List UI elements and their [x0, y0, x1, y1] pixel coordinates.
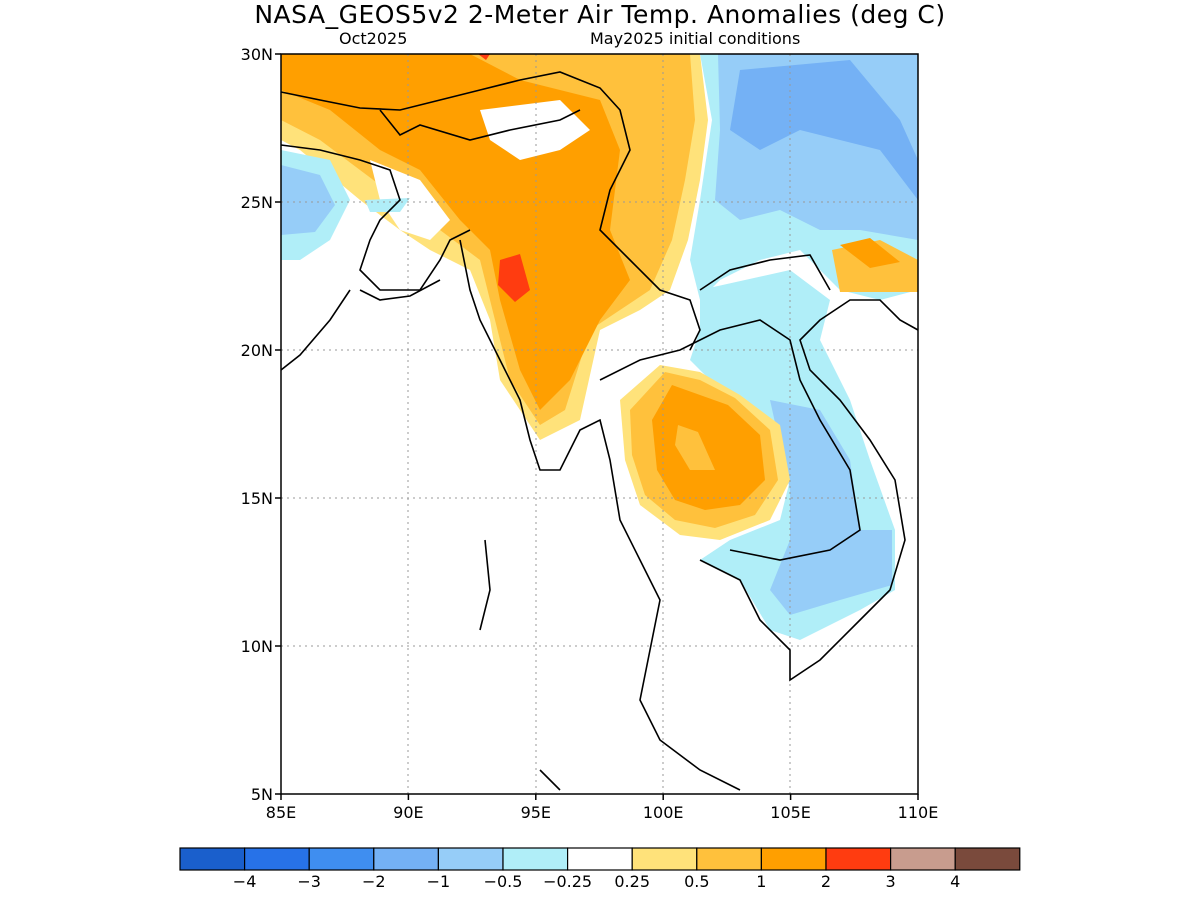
lon-tick-label: 95E: [521, 803, 551, 822]
colorbar-swatch: [889, 847, 956, 871]
lat-tick-label: 5N: [251, 785, 273, 804]
colorbar-swatch: [308, 847, 375, 871]
colorbar-swatch: [566, 847, 633, 871]
anomaly-field: [281, 54, 918, 640]
colorbar-swatch: [760, 847, 827, 871]
colorbar-swatch: [244, 847, 310, 871]
lon-tick-label: 110E: [898, 803, 939, 822]
lon-tick-label: 90E: [393, 803, 423, 822]
colorbar-label: −0.5: [484, 872, 523, 891]
colorbar-swatch: [696, 847, 762, 871]
colorbar-label: −1: [427, 872, 451, 891]
lon-tick-label: 85E: [266, 803, 296, 822]
colorbar-label: −4: [233, 872, 257, 891]
lat-axis: 5N 10N 15N 20N 25N 30N: [241, 45, 281, 804]
colorbar-label: −0.25: [543, 872, 592, 891]
colorbar-label: −3: [297, 872, 321, 891]
coastlines: [280, 71, 919, 791]
forecast-month: Oct2025: [339, 29, 408, 48]
lat-tick-label: 20N: [241, 341, 273, 360]
colorbar-swatch: [437, 847, 504, 871]
map-frame: [280, 53, 919, 795]
colorbar-label: 2: [821, 872, 831, 891]
colorbar-swatch: [179, 847, 246, 871]
lon-tick-label: 105E: [770, 803, 811, 822]
lon-tick-label: 100E: [643, 803, 684, 822]
colorbar-label: 4: [950, 872, 960, 891]
colorbar-swatch: [825, 847, 892, 871]
graticule: [281, 54, 918, 794]
colorbar-swatch: [502, 847, 569, 871]
colorbar-swatch: [373, 847, 439, 871]
colorbar: −4 −3 −2 −1 −0.5 −0.25 0.25 0.5 1 2 3 4: [179, 847, 1021, 891]
colorbar-label: 3: [886, 872, 896, 891]
colorbar-swatch: [954, 847, 1021, 871]
lon-axis: 85E 90E 95E 100E 105E 110E: [266, 794, 939, 822]
colorbar-label: 0.5: [684, 872, 709, 891]
lat-tick-label: 10N: [241, 637, 273, 656]
colorbar-swatch: [631, 847, 698, 871]
initial-conditions: May2025 initial conditions: [590, 29, 801, 48]
colorbar-label: 0.25: [614, 872, 650, 891]
colorbar-label: 1: [756, 872, 766, 891]
lat-tick-label: 15N: [241, 489, 273, 508]
colorbar-label: −2: [362, 872, 386, 891]
lat-tick-label: 30N: [241, 45, 273, 64]
lat-tick-label: 25N: [241, 193, 273, 212]
map-title: NASA_GEOS5v2 2-Meter Air Temp. Anomalies…: [254, 0, 946, 29]
